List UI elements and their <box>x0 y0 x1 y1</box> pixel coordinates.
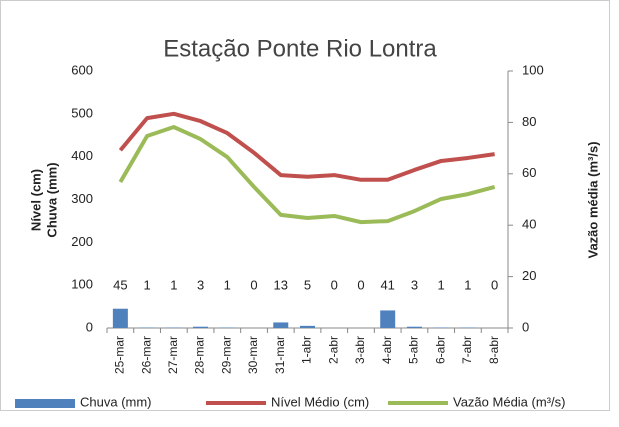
y2-tick-label: 60 <box>522 165 536 180</box>
x-tick-label: 30-mar <box>246 336 260 374</box>
legend-label: Vazão Média (m³/s) <box>453 394 565 409</box>
bar <box>113 309 128 328</box>
x-tick-label: 27-mar <box>166 336 180 374</box>
x-tick-label: 3-abr <box>353 336 367 364</box>
y2-tick-label: 100 <box>522 62 544 77</box>
bar <box>380 310 395 328</box>
bar <box>193 327 208 328</box>
data-label: 3 <box>197 277 204 292</box>
data-label: 1 <box>438 277 445 292</box>
y2-tick-label: 40 <box>522 217 536 232</box>
bar <box>407 327 422 328</box>
legend-swatch <box>15 399 75 408</box>
x-tick-label: 26-mar <box>139 336 153 374</box>
y2-tick-label: 80 <box>522 114 536 129</box>
x-tick-label: 28-mar <box>193 336 207 374</box>
data-label: 0 <box>491 277 498 292</box>
x-tick-label: 5-abr <box>407 336 421 364</box>
data-label: 3 <box>411 277 418 292</box>
y-tick-label: 200 <box>71 234 93 249</box>
x-tick-label: 29-mar <box>219 336 233 374</box>
y2-tick-label: 20 <box>522 268 536 283</box>
y-tick-label: 0 <box>86 319 93 334</box>
y-axis-label: Nível (cm) <box>28 169 43 231</box>
x-tick-label: 6-abr <box>433 336 447 364</box>
x-tick-label: 4-abr <box>380 336 394 364</box>
data-label: 1 <box>464 277 471 292</box>
x-tick-label: 8-abr <box>487 336 501 364</box>
legend-label: Nível Médio (cm) <box>271 394 369 409</box>
y-tick-label: 500 <box>71 105 93 120</box>
data-label: 13 <box>274 277 288 292</box>
data-label: 41 <box>380 277 394 292</box>
bar <box>300 326 315 328</box>
y2-tick-label: 0 <box>522 319 529 334</box>
data-label: 5 <box>304 277 311 292</box>
x-tick-label: 31-mar <box>273 336 287 374</box>
x-tick-label: 2-abr <box>326 336 340 364</box>
x-tick-label: 25-mar <box>113 336 127 374</box>
data-label: 0 <box>357 277 364 292</box>
y-tick-label: 600 <box>71 62 93 77</box>
bar <box>273 322 288 328</box>
data-label: 1 <box>224 277 231 292</box>
legend-label: Chuva (mm) <box>80 394 152 409</box>
y2-axis-label: Vazão média (m³/s) <box>585 141 600 258</box>
x-tick-label: 1-abr <box>300 336 314 364</box>
y-axis-label: Chuva (mm) <box>44 162 59 237</box>
x-tick-label: 7-abr <box>460 336 474 364</box>
chart-title: Estação Ponte Rio Lontra <box>163 35 437 62</box>
y-tick-label: 100 <box>71 277 93 292</box>
y-tick-label: 400 <box>71 148 93 163</box>
data-label: 0 <box>331 277 338 292</box>
data-label: 45 <box>113 277 127 292</box>
data-label: 1 <box>170 277 177 292</box>
data-label: 1 <box>143 277 150 292</box>
data-label: 0 <box>250 277 257 292</box>
y-tick-label: 300 <box>71 191 93 206</box>
